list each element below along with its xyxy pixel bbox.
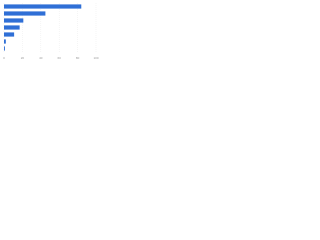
bar (4, 39, 6, 44)
bar (4, 4, 82, 9)
bar (4, 46, 5, 51)
x-tick-label: 80 (76, 56, 80, 60)
x-tick-label: 0 (3, 56, 5, 60)
bar (4, 18, 24, 23)
bar (4, 11, 46, 16)
x-tick-label: 20 (21, 56, 25, 60)
x-tick-label: 100 (93, 56, 98, 60)
x-tick-label: 60 (58, 56, 62, 60)
x-tick-label: 40 (39, 56, 43, 60)
bar (4, 25, 20, 30)
chart: 0 20 40 60 80 100 (3, 3, 99, 60)
bar (4, 32, 15, 37)
